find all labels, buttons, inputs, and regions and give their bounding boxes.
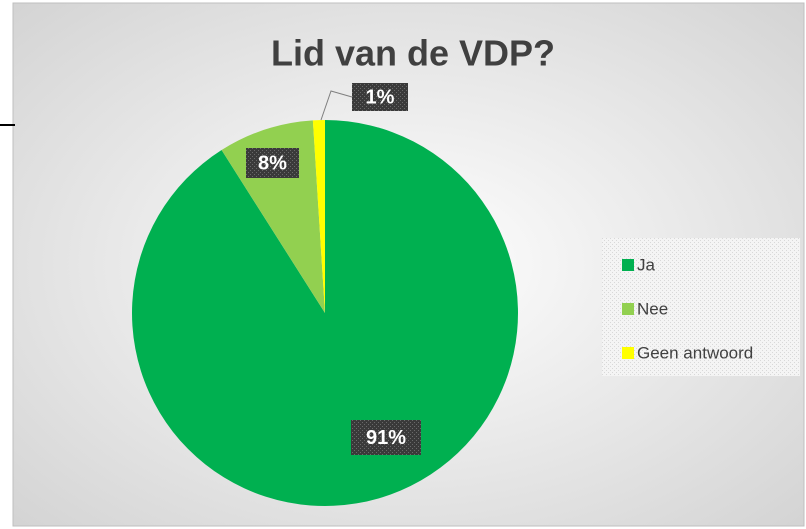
chart-title: Lid van de VDP? (271, 33, 555, 74)
legend-label: Geen antwoord (637, 343, 753, 362)
data-label-box (352, 83, 408, 111)
data-label: 91% (366, 427, 406, 449)
data-label-box (246, 148, 299, 178)
data-label: 8% (258, 152, 287, 174)
data-label-box (351, 420, 421, 455)
pie-slice (312, 120, 325, 313)
legend-marker (622, 303, 634, 315)
legend-marker (622, 259, 634, 271)
legend-label: Nee (637, 299, 668, 318)
data-label: 1% (366, 86, 395, 108)
legend-box (602, 238, 800, 376)
legend-marker (622, 347, 634, 359)
leader-line (320, 90, 353, 121)
legend-label: Ja (637, 255, 656, 274)
